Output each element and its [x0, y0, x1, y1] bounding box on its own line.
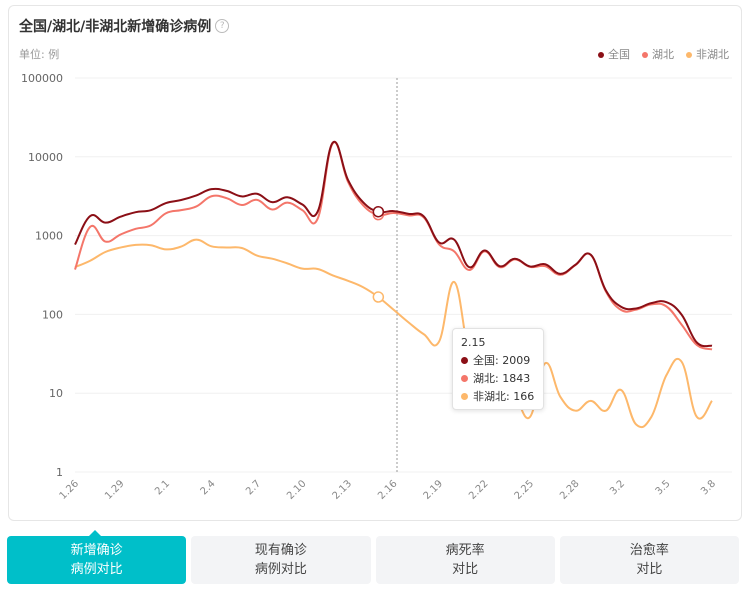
title-text: 全国/湖北/非湖北新增确诊病例: [19, 19, 212, 35]
x-tick-label: 2.7: [244, 478, 263, 497]
y-tick-label: 1000: [35, 230, 63, 243]
legend-label: 非湖北: [696, 48, 729, 61]
legend-item-hubei[interactable]: 湖北: [642, 46, 674, 62]
question-circle-icon[interactable]: ?: [215, 19, 230, 33]
x-tick-label: 2.25: [513, 478, 537, 502]
y-tick-label: 100: [42, 308, 63, 321]
x-tick-label: 2.19: [422, 478, 446, 502]
x-tick-label: 2.13: [331, 478, 355, 502]
legend-label: 湖北: [652, 48, 674, 61]
tooltip-row: 湖北: 1843: [461, 370, 535, 388]
legend: 全国 湖北 非湖北: [598, 46, 729, 62]
highlight-point: [372, 291, 385, 303]
tab-label: 病例对比: [254, 562, 307, 577]
dot-icon: [461, 357, 468, 364]
x-tick-label: 2.1: [153, 478, 172, 497]
series-line-全国: [74, 140, 713, 348]
legend-item-non-hubei[interactable]: 非湖北: [686, 46, 729, 62]
x-tick-label: 1.29: [103, 478, 127, 502]
tab-new-confirmed[interactable]: 新增确诊 病例对比: [7, 530, 187, 584]
x-tick-label: 3.8: [699, 478, 718, 497]
tab-label: 新增确诊: [70, 543, 123, 558]
y-tick-label: 1: [56, 466, 63, 479]
line-chart[interactable]: 1 10 100 1000 10000 100000 1.26 1.29 2.1 2.4 2.7 2.…: [0, 0, 747, 520]
tab-label: 对比: [452, 562, 479, 577]
tab-existing-confirmed[interactable]: 现有确诊 病例对比: [191, 536, 371, 584]
x-tick-label: 2.4: [199, 478, 218, 497]
tooltip-date: 2.15: [461, 336, 486, 349]
series-line-湖北: [74, 141, 713, 351]
tooltip-value: 湖北: 1843: [473, 372, 531, 385]
tooltip-row: 全国: 2009: [461, 352, 535, 370]
tooltip-value: 非湖北: 166: [473, 390, 535, 403]
x-tick-label: 2.28: [558, 478, 582, 502]
comparison-tabs: 新增确诊病例对比 现有确诊病例对比 病死率对比 治愈率对比: [7, 530, 739, 584]
tab-fatality-rate[interactable]: 病死率 对比: [375, 536, 555, 584]
x-tick-label: 3.2: [608, 478, 627, 497]
chart-title: 全国/湖北/非湖北新增确诊病例?: [19, 16, 230, 36]
y-tick-label: 10: [49, 387, 63, 400]
x-tick-label: 3.5: [654, 478, 673, 497]
tooltip-row: 非湖北: 166: [461, 388, 535, 406]
unit-label: 单位: 例: [19, 48, 60, 61]
highlight-point: [372, 205, 385, 218]
tab-label: 治愈率: [629, 543, 669, 558]
tooltip-value: 全国: 2009: [473, 354, 531, 367]
tab-label: 病例对比: [70, 562, 123, 577]
tab-label: 病死率: [445, 543, 485, 558]
legend-item-national[interactable]: 全国: [598, 46, 630, 62]
tooltip: 2.15 全国: 2009 湖北: 1843 非湖北: 166: [452, 328, 544, 410]
tab-label: 现有确诊: [254, 543, 307, 558]
y-tick-label: 100000: [21, 72, 63, 85]
tab-label: 对比: [636, 562, 663, 577]
legend-label: 全国: [608, 48, 630, 61]
legend-dot-icon: [686, 52, 692, 58]
legend-dot-icon: [598, 52, 604, 58]
x-tick-label: 2.16: [376, 478, 400, 502]
chart-card: 全国/湖北/非湖北新增确诊病例? 单位: 例 全国 湖北 非湖北: [8, 5, 742, 521]
x-tick-label: 1.26: [58, 478, 82, 502]
series-line-非湖北: [74, 238, 713, 429]
x-tick-label: 2.10: [285, 478, 309, 502]
y-tick-label: 10000: [28, 151, 63, 164]
legend-dot-icon: [642, 52, 648, 58]
tab-cure-rate[interactable]: 治愈率 对比: [559, 536, 739, 584]
dot-icon: [461, 375, 468, 382]
x-tick-label: 2.22: [467, 478, 491, 502]
dot-icon: [461, 393, 468, 400]
